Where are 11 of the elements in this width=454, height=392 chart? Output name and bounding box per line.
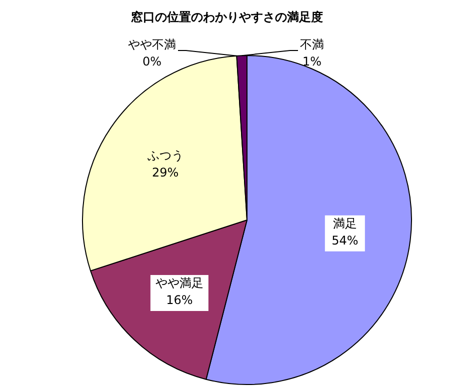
data-label: 16% — [166, 293, 193, 308]
chart-title: 窓口の位置のわかりやすさの満足度 — [131, 10, 323, 24]
text: 0% — [142, 54, 162, 69]
data-label: 1% — [302, 54, 322, 69]
slice-label: ふつう — [146, 148, 184, 163]
category-label: やや不満 — [128, 38, 176, 52]
slice-label: 満足 — [332, 216, 357, 230]
data-label: 29% — [152, 166, 179, 180]
slice-label: やや満足 — [155, 276, 204, 290]
slice-label: 不満 — [300, 38, 324, 52]
data-label: 54% — [332, 233, 358, 248]
